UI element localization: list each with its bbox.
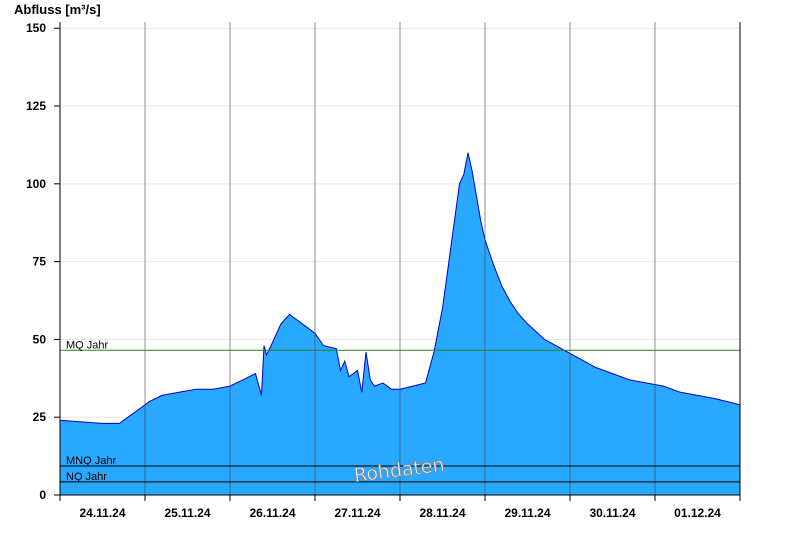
y-tick-label: 125 [26, 99, 46, 113]
axis-layer [54, 22, 741, 501]
y-tick-label: 25 [33, 410, 47, 424]
day-boundary-layer [144, 22, 656, 495]
y-axis-label: Abfluss [m³/s] [14, 2, 101, 17]
reference-line-label: NQ Jahr [66, 471, 107, 483]
y-tick-label: 50 [33, 332, 47, 346]
y-tick-label: 0 [39, 488, 46, 502]
reference-line-label: MQ Jahr [66, 339, 109, 351]
reference-line-label: MNQ Jahr [66, 455, 116, 467]
x-tick-label: 28.11.24 [419, 506, 465, 520]
x-tick-label: 30.11.24 [589, 506, 635, 520]
y-tick-label: 150 [26, 21, 46, 35]
y-tick-label: 100 [26, 177, 46, 191]
x-tick-label: 27.11.24 [334, 506, 380, 520]
x-tick-label: 29.11.24 [504, 506, 550, 520]
x-tick-label: 25.11.24 [164, 506, 210, 520]
y-tick-label: 75 [33, 255, 47, 269]
discharge-line [59, 152, 741, 424]
x-tick-label: 26.11.24 [249, 506, 295, 520]
reference-lines-layer: MQ Jahr MNQ Jahr NQ Jahr [60, 339, 740, 483]
x-tick-label: 01.12.24 [674, 506, 721, 520]
x-tick-label: 24.11.24 [79, 506, 125, 520]
